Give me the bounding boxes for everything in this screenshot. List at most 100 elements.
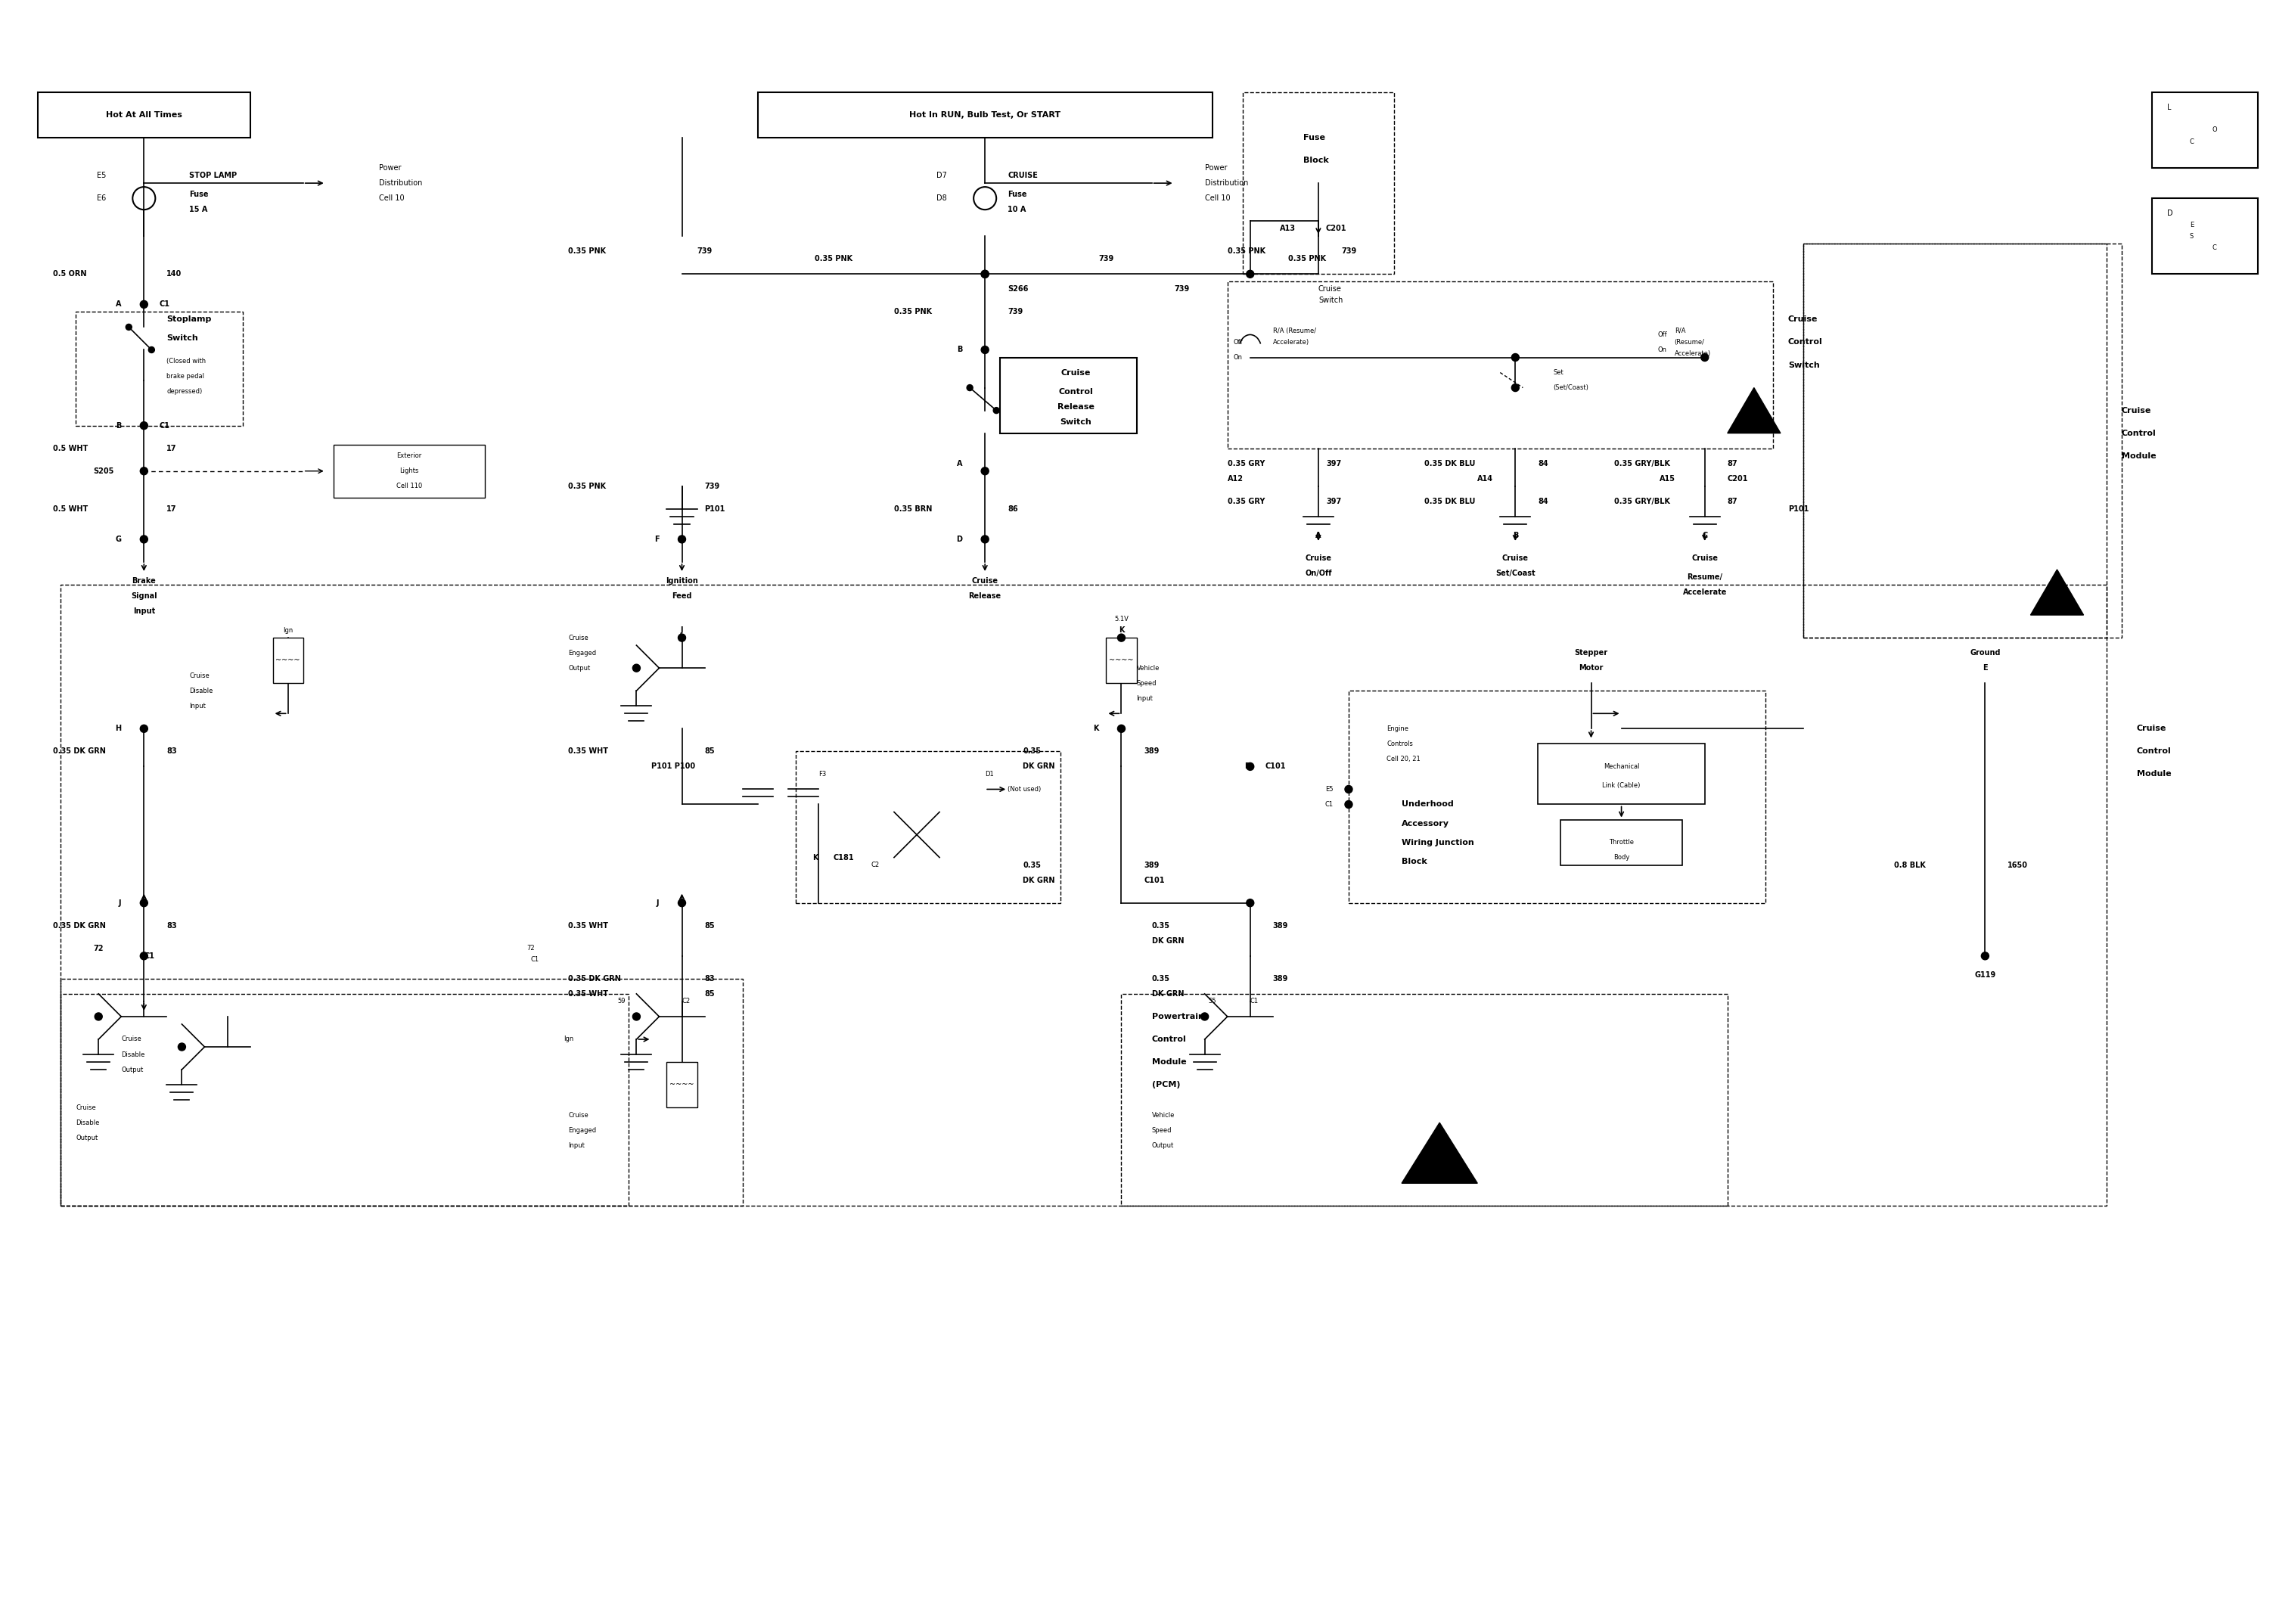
Text: F: F [655, 536, 659, 542]
Text: 0.35 DK GRN: 0.35 DK GRN [568, 974, 621, 983]
Text: Controls: Controls [1387, 741, 1414, 747]
Text: 739: 739 [705, 482, 721, 490]
Text: Power: Power [1205, 164, 1227, 172]
Circle shape [141, 952, 148, 960]
Circle shape [141, 536, 148, 542]
Bar [273, 638, 302, 684]
Text: C1: C1 [143, 952, 155, 960]
Text: L: L [2166, 104, 2171, 110]
Text: DK GRN: DK GRN [1023, 763, 1055, 770]
Text: Exterior: Exterior [396, 453, 423, 460]
Text: Cell 20, 21: Cell 20, 21 [1387, 755, 1421, 762]
Text: Stepper: Stepper [1575, 650, 1607, 656]
Text: 389: 389 [1143, 861, 1159, 869]
Bar [334, 445, 484, 497]
Text: Block: Block [1402, 857, 1427, 866]
Text: 0.35 GRY/BLK: 0.35 GRY/BLK [1614, 460, 1671, 468]
Text: 86: 86 [1007, 505, 1018, 513]
Bar [1562, 820, 1682, 866]
Text: (Set/Coast): (Set/Coast) [1552, 385, 1589, 391]
Text: K: K [814, 854, 818, 861]
Circle shape [982, 536, 989, 542]
Bar [1107, 638, 1136, 684]
Circle shape [141, 300, 148, 309]
Text: 85: 85 [705, 991, 716, 997]
Text: D1: D1 [984, 771, 993, 778]
Text: Speed: Speed [1152, 1127, 1171, 1134]
Text: Output: Output [75, 1135, 98, 1142]
Text: D: D [1243, 763, 1250, 770]
Circle shape [982, 270, 989, 278]
Circle shape [1512, 354, 1518, 361]
Circle shape [1246, 763, 1255, 770]
Text: P101: P101 [705, 505, 725, 513]
Text: Set/Coast: Set/Coast [1496, 570, 1534, 577]
Text: G: G [116, 536, 120, 542]
Text: A: A [957, 460, 961, 468]
Circle shape [141, 724, 148, 732]
Circle shape [141, 900, 148, 906]
Text: C: C [1702, 531, 1707, 539]
Text: A: A [116, 300, 120, 309]
Text: Cruise: Cruise [75, 1104, 95, 1111]
Text: 17: 17 [166, 505, 177, 513]
Text: 0.35: 0.35 [1152, 974, 1171, 983]
Text: Body: Body [1614, 854, 1630, 861]
Text: (Resume/: (Resume/ [1675, 339, 1705, 346]
Text: 0.35 PNK: 0.35 PNK [568, 482, 607, 490]
Text: Vehicle: Vehicle [1136, 664, 1159, 671]
Text: 0.5 ORN: 0.5 ORN [52, 270, 86, 278]
Text: Module: Module [1152, 1059, 1187, 1065]
Text: 0.35 PNK: 0.35 PNK [1289, 255, 1325, 263]
Text: 83: 83 [705, 974, 716, 983]
Circle shape [1246, 900, 1255, 906]
Circle shape [141, 468, 148, 474]
Bar [2153, 198, 2257, 274]
Text: 397: 397 [1325, 460, 1341, 468]
Text: K: K [1093, 724, 1098, 732]
Bar [1227, 281, 1773, 448]
Text: Control: Control [1789, 338, 1823, 346]
Text: Engaged: Engaged [568, 1127, 596, 1134]
Circle shape [1246, 270, 1255, 278]
Text: Cell 10: Cell 10 [1205, 195, 1230, 201]
Text: Cruise: Cruise [568, 635, 589, 641]
Text: Cruise: Cruise [2137, 724, 2166, 732]
Text: C181: C181 [834, 854, 855, 861]
Text: On: On [1234, 354, 1243, 361]
Text: Cruise: Cruise [1502, 554, 1527, 562]
Text: J: J [657, 900, 659, 906]
Text: Speed: Speed [1136, 680, 1157, 687]
Text: 83: 83 [166, 922, 177, 929]
Text: E5: E5 [1325, 786, 1334, 793]
Text: 0.35 WHT: 0.35 WHT [568, 747, 609, 755]
Text: Cruise: Cruise [2121, 406, 2150, 414]
Text: 0.35 PNK: 0.35 PNK [814, 255, 852, 263]
Text: Block: Block [1302, 156, 1330, 164]
Text: Control: Control [1059, 388, 1093, 395]
Text: ~~~~: ~~~~ [1109, 656, 1134, 664]
Text: Input: Input [132, 607, 155, 615]
Text: 389: 389 [1273, 974, 1289, 983]
Text: Resume/: Resume/ [1687, 573, 1723, 581]
Text: 5.1V: 5.1V [1114, 615, 1127, 622]
Bar [2153, 93, 2257, 167]
Text: Release: Release [968, 593, 1002, 599]
Text: Accelerate: Accelerate [1682, 588, 1727, 596]
Text: 0.35 WHT: 0.35 WHT [568, 991, 609, 997]
Text: brake pedal: brake pedal [166, 374, 205, 380]
Text: C1: C1 [1250, 999, 1259, 1005]
Text: 0.35 DK BLU: 0.35 DK BLU [1425, 460, 1475, 468]
Text: Distribution: Distribution [1205, 179, 1248, 187]
Text: ~~~~: ~~~~ [275, 656, 300, 664]
Text: A: A [1316, 531, 1321, 539]
Text: Hot In RUN, Bulb Test, Or START: Hot In RUN, Bulb Test, Or START [909, 110, 1061, 119]
Text: Cruise: Cruise [1061, 369, 1091, 377]
Text: 0.35: 0.35 [1152, 922, 1171, 929]
Bar [1802, 244, 2121, 638]
Circle shape [1118, 724, 1125, 732]
Text: Accessory: Accessory [1402, 820, 1450, 827]
Text: Wiring Junction: Wiring Junction [1402, 838, 1475, 846]
Circle shape [677, 536, 686, 542]
Text: P101 P100: P101 P100 [652, 763, 696, 770]
